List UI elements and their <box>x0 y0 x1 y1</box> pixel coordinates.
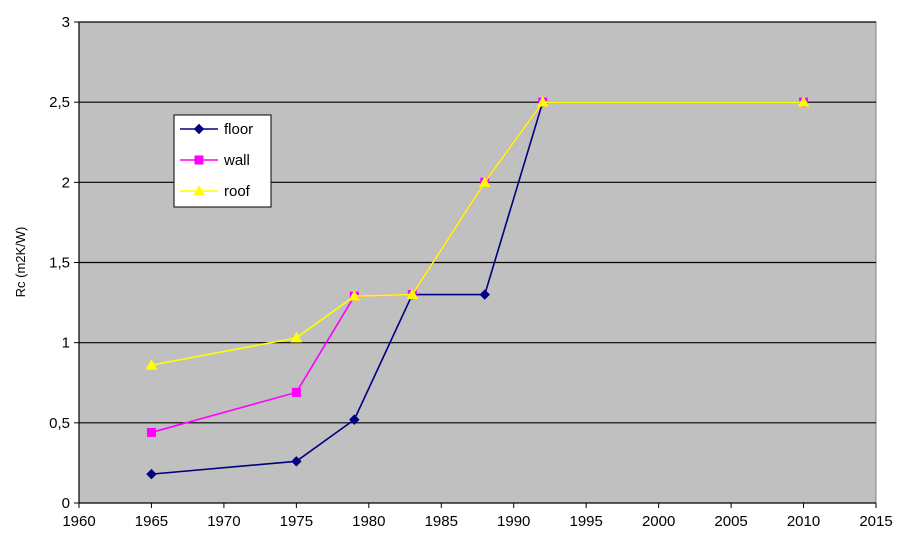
data-point-roof <box>797 96 810 107</box>
x-tick-label: 1970 <box>207 513 240 530</box>
series-group <box>145 96 810 480</box>
data-point-roof <box>348 290 361 301</box>
data-point-roof <box>478 176 491 187</box>
data-point-roof <box>145 359 158 370</box>
x-tick-label: 1960 <box>62 513 95 530</box>
series-roof <box>145 96 810 370</box>
data-point-roof <box>406 288 419 300</box>
y-tick-label: 1 <box>62 335 70 352</box>
x-tick-label: 1985 <box>425 513 458 530</box>
x-tick-label: 2005 <box>714 513 747 530</box>
data-point-floor <box>291 456 302 467</box>
y-tick-label: 1,5 <box>49 255 70 272</box>
data-point-floor <box>146 468 157 480</box>
x-tick-label: 1975 <box>280 513 313 530</box>
legend-marker-roof <box>193 184 205 196</box>
y-tick-label: 3 <box>62 14 70 31</box>
data-point-floor <box>349 414 360 425</box>
y-axis-label: Rc (m2K/W) <box>13 227 28 298</box>
legend-label-roof: roof <box>224 183 251 200</box>
data-point-roof <box>536 96 549 107</box>
x-tick-label: 1965 <box>135 513 168 530</box>
data-point-roof <box>290 331 303 343</box>
data-point-wall <box>146 427 156 437</box>
y-tick-label: 2 <box>62 174 70 191</box>
legend-label-wall: wall <box>223 152 250 169</box>
legend-marker-floor <box>193 123 205 135</box>
x-tick-label: 1995 <box>569 513 602 530</box>
gridlines <box>74 21 876 504</box>
data-point-floor <box>479 289 490 300</box>
legend-label-floor: floor <box>224 121 253 138</box>
legend: floor wall roof <box>173 114 272 208</box>
x-tick-label: 1980 <box>352 513 385 530</box>
x-tick-label: 2000 <box>642 513 675 530</box>
axes <box>78 22 877 508</box>
x-tick-label: 2010 <box>787 513 820 530</box>
x-tick-label: 2015 <box>859 513 892 530</box>
y-tick-label: 2,5 <box>49 94 70 111</box>
y-tick-label: 0 <box>62 495 70 512</box>
legend-marker-wall <box>194 155 204 165</box>
x-tick-labels: 1960 1965 1970 1975 1980 1985 1990 1995 2000 2005… <box>62 513 892 530</box>
y-tick-labels: 0 0,5 1 1,5 2 2,5 3 <box>49 14 70 512</box>
x-tick-label: 1990 <box>497 513 530 530</box>
data-point-wall <box>291 387 301 397</box>
y-tick-label: 0,5 <box>49 415 70 432</box>
